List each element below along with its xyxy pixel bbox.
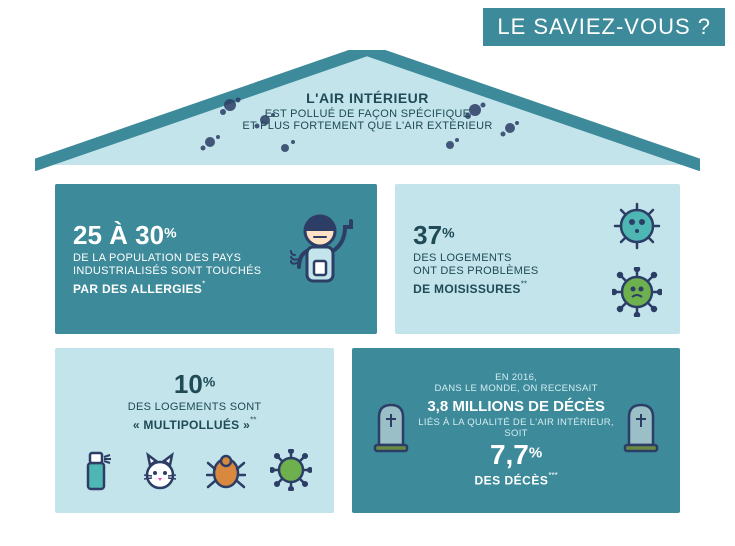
cat-icon bbox=[138, 449, 182, 493]
pollutant-icons bbox=[78, 449, 312, 493]
box-allergies: 25 À 30% DE LA POPULATION DES PAYS INDUS… bbox=[55, 184, 377, 334]
mold-line1: DES LOGEMENTS bbox=[413, 252, 538, 266]
row-1: 25 À 30% DE LA POPULATION DES PAYS INDUS… bbox=[35, 184, 700, 334]
deaths-stat1: 3,8 MILLIONS DE DÉCÈS bbox=[412, 398, 620, 415]
mold-line3: DE MOISISSURES bbox=[413, 282, 521, 296]
multi-stat: 10 bbox=[174, 369, 203, 399]
deaths-line2: DANS LE MONDE, ON RECENSAIT bbox=[412, 383, 620, 394]
multi-pct: % bbox=[203, 374, 215, 390]
grave-left-icon bbox=[370, 401, 412, 460]
mold-text: 37% DES LOGEMENTS ONT DES PROBLÈMES DE M… bbox=[413, 219, 538, 299]
mite-icon bbox=[206, 449, 246, 493]
mold-pct: % bbox=[442, 225, 454, 241]
person-sneezing-icon bbox=[271, 207, 359, 312]
grave-right-icon bbox=[620, 401, 662, 460]
germ-green-icon bbox=[612, 267, 662, 317]
deaths-text: EN 2016, DANS LE MONDE, ON RECENSAIT 3,8… bbox=[412, 372, 620, 489]
deaths-pct: % bbox=[529, 445, 542, 462]
mold-ref: ** bbox=[521, 280, 527, 289]
mold-line2: ONT DES PROBLÈMES bbox=[413, 265, 538, 279]
deaths-line4: DES DÉCÈS bbox=[474, 473, 548, 487]
multi-text: 10% DES LOGEMENTS SONT « MULTIPOLLUÉS »*… bbox=[128, 368, 262, 434]
roof: L'AIR INTÉRIEUR EST POLLUÉ DE FAÇON SPÉC… bbox=[35, 50, 700, 170]
deaths-line3: LIÉS À LA QUALITÉ DE L'AIR INTÉRIEUR, SO… bbox=[412, 417, 620, 439]
roof-title: L'AIR INTÉRIEUR bbox=[35, 90, 700, 106]
multi-ref: ** bbox=[250, 415, 256, 424]
germ-teal-icon bbox=[612, 201, 662, 251]
allergies-text: 25 À 30% DE LA POPULATION DES PAYS INDUS… bbox=[73, 219, 261, 299]
allergies-pct: % bbox=[164, 225, 176, 241]
deaths-stat2: 7,7 bbox=[490, 439, 529, 470]
germ-icons bbox=[612, 201, 662, 317]
multi-line2: « MULTIPOLLUÉS » bbox=[133, 418, 250, 432]
banner-text: LE SAVIEZ-VOUS ? bbox=[497, 14, 711, 39]
deaths-line1: EN 2016, bbox=[412, 372, 620, 383]
banner-did-you-know: LE SAVIEZ-VOUS ? bbox=[483, 8, 725, 46]
roof-text: L'AIR INTÉRIEUR EST POLLUÉ DE FAÇON SPÉC… bbox=[35, 90, 700, 132]
allergies-stat: 25 À 30 bbox=[73, 220, 164, 250]
allergies-ref: * bbox=[202, 280, 205, 289]
roof-line1: EST POLLUÉ DE FAÇON SPÉCIFIQUE bbox=[35, 108, 700, 120]
deaths-ref: *** bbox=[548, 471, 557, 480]
box-mold: 37% DES LOGEMENTS ONT DES PROBLÈMES DE M… bbox=[395, 184, 680, 334]
box-deaths: EN 2016, DANS LE MONDE, ON RECENSAIT 3,8… bbox=[352, 348, 680, 513]
spray-bottle-icon bbox=[78, 449, 114, 493]
box-multipolluted: 10% DES LOGEMENTS SONT « MULTIPOLLUÉS »*… bbox=[55, 348, 334, 513]
roof-line2: ET PLUS FORTEMENT QUE L'AIR EXTÉRIEUR bbox=[35, 120, 700, 132]
house-infographic: L'AIR INTÉRIEUR EST POLLUÉ DE FAÇON SPÉC… bbox=[35, 50, 700, 513]
allergies-line2: INDUSTRIALISÉS SONT TOUCHÉS bbox=[73, 265, 261, 279]
multi-line1: DES LOGEMENTS SONT bbox=[128, 401, 262, 415]
allergies-line1: DE LA POPULATION DES PAYS bbox=[73, 252, 261, 266]
virus-icon bbox=[270, 449, 312, 491]
allergies-line3: PAR DES ALLERGIES bbox=[73, 282, 202, 296]
mold-stat: 37 bbox=[413, 220, 442, 250]
row-2: 10% DES LOGEMENTS SONT « MULTIPOLLUÉS »*… bbox=[35, 348, 700, 513]
